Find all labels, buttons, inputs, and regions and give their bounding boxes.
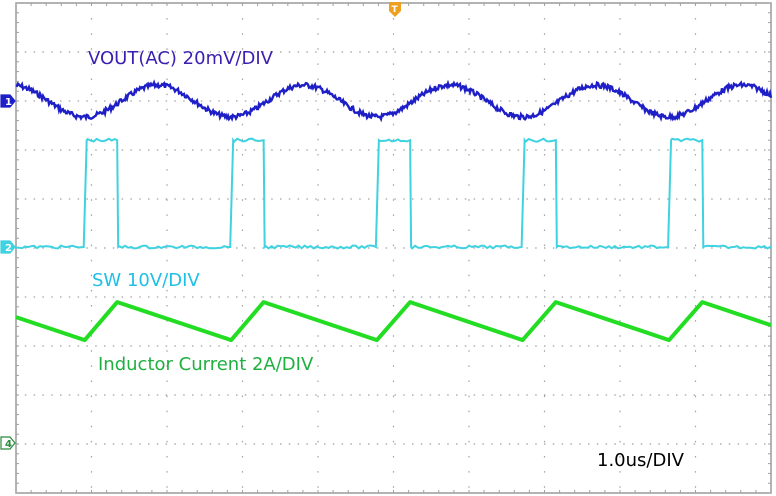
ch2-marker — [0, 240, 16, 254]
timebase-label: 1.0us/DIV — [597, 450, 684, 471]
vout-label: VOUT(AC) 20mV/DIV — [88, 48, 273, 69]
sw-label: SW 10V/DIV — [92, 270, 200, 291]
trigger-marker — [389, 2, 401, 17]
ch4-marker-text: 4 — [5, 439, 12, 450]
ch2-marker-text: 2 — [5, 243, 12, 254]
channel-markers: 1 2 4 T — [0, 2, 401, 450]
inductor-current-trace — [15, 300, 772, 343]
sw-trace — [15, 137, 772, 250]
traces — [15, 79, 773, 343]
inductor-current-label: Inductor Current 2A/DIV — [98, 354, 314, 375]
trigger-marker-text: T — [392, 5, 399, 15]
vout-trace — [15, 79, 773, 123]
ch4-marker — [0, 436, 16, 450]
ch1-marker-text: 1 — [5, 97, 12, 108]
ch1-marker — [0, 94, 16, 108]
